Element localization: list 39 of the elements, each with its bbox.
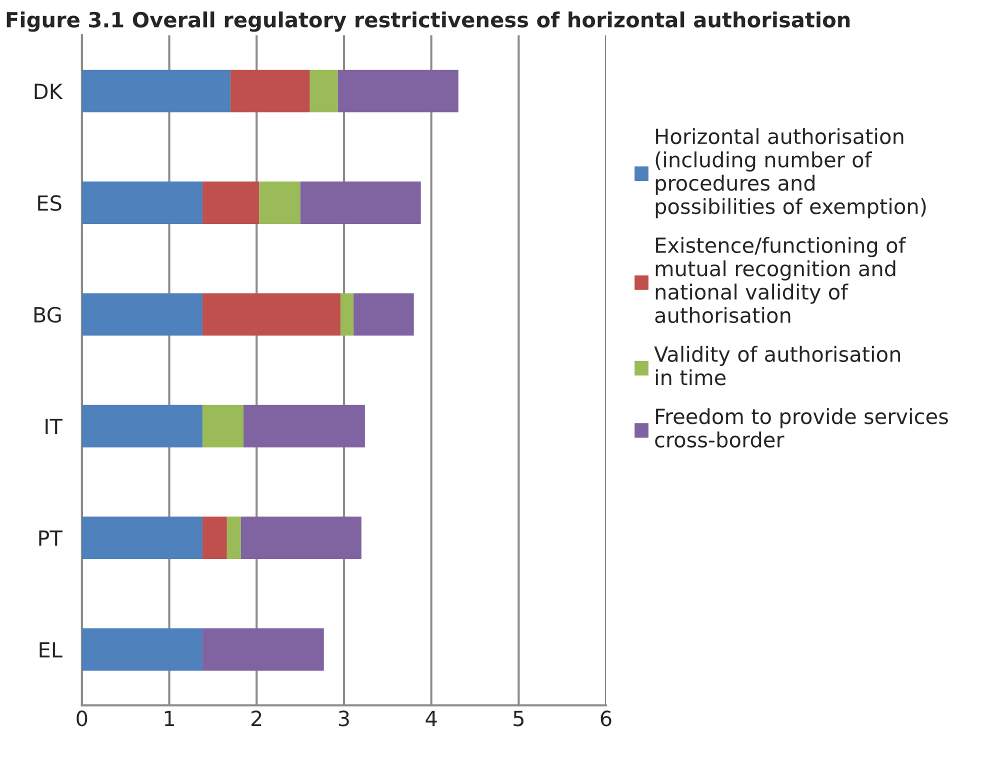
x-tick-label: 2 bbox=[252, 710, 262, 726]
bar bbox=[310, 70, 338, 112]
bar bbox=[202, 404, 244, 448]
bar bbox=[354, 293, 414, 336]
y-tick-label: ES bbox=[38, 195, 62, 211]
bar bbox=[230, 70, 310, 112]
y-tick-label: DK bbox=[34, 84, 63, 99]
bar bbox=[82, 70, 230, 112]
bar bbox=[202, 293, 340, 336]
bar bbox=[338, 70, 458, 112]
bar bbox=[82, 293, 202, 336]
x-tick-label: 4 bbox=[426, 710, 437, 726]
legend-label: Freedom to provide services cross-border bbox=[655, 408, 948, 448]
y-tick-label: PT bbox=[39, 530, 63, 546]
bar bbox=[300, 182, 421, 224]
bar bbox=[259, 182, 300, 224]
x-tick-label: 1 bbox=[164, 710, 174, 726]
chart-title: Figure 3.1 Overall regulatory restrictiveness of horizontal authorisation bbox=[6, 11, 850, 32]
x-tick-label: 5 bbox=[514, 710, 524, 726]
x-tick-label: 0 bbox=[76, 710, 88, 726]
bar bbox=[82, 404, 202, 448]
legend-label: Validity of authorisation in time bbox=[654, 346, 900, 386]
x-tick-label: 6 bbox=[600, 710, 612, 726]
bar bbox=[82, 516, 202, 560]
y-tick-label: IT bbox=[46, 418, 63, 434]
bar bbox=[340, 293, 354, 336]
legend-label: Horizontal authorisation (including number of procedures and possibilities of exemption) bbox=[656, 128, 926, 218]
bar bbox=[202, 628, 324, 671]
bar bbox=[82, 628, 202, 671]
bar bbox=[244, 404, 365, 448]
bar bbox=[240, 516, 362, 560]
bar bbox=[82, 182, 202, 224]
y-tick-label: EL bbox=[40, 642, 62, 658]
x-tick-label: 3 bbox=[338, 710, 349, 726]
bar bbox=[226, 516, 241, 560]
y-tick-label: BG bbox=[34, 306, 61, 323]
legend-label: Existence/functioning of mutual recognition and national validity of authorisation bbox=[655, 236, 906, 324]
bar bbox=[202, 182, 260, 224]
bar bbox=[202, 516, 227, 560]
